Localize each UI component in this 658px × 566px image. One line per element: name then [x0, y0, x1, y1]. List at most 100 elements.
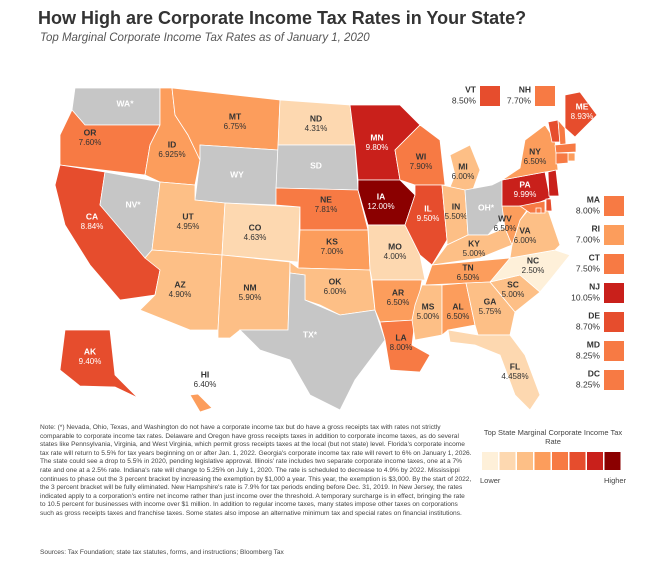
value-label: 7.00% — [321, 247, 344, 256]
state — [189, 393, 213, 413]
value-label: 7.81% — [315, 205, 338, 214]
state — [567, 152, 576, 162]
value-label: 4.90% — [169, 290, 192, 299]
state-label: ME — [576, 101, 589, 111]
state-label: OH* — [478, 202, 495, 212]
value-label: 12.00% — [367, 202, 394, 211]
state-swatch — [535, 86, 555, 106]
state-label: VA — [519, 225, 530, 235]
value-label: 5.00% — [463, 249, 486, 258]
legend-swatch — [534, 452, 551, 470]
state-label: AZ — [174, 279, 185, 289]
value-label: 6.50% — [494, 224, 517, 233]
state-label: OK — [329, 276, 343, 286]
value-label: 6.75% — [224, 122, 247, 131]
legend-swatch — [499, 452, 516, 470]
value-label: 7.60% — [79, 138, 102, 147]
state-swatch — [480, 86, 500, 106]
value-label: 8.70% — [576, 321, 601, 331]
state-label: NH — [519, 84, 531, 94]
value-label: 9.80% — [366, 143, 389, 152]
state-label: TX* — [303, 329, 318, 339]
value-label: 4.63% — [244, 233, 267, 242]
state-label: ID — [168, 139, 177, 149]
state — [564, 91, 598, 138]
state-label: KS — [326, 236, 338, 246]
value-label: 9.50% — [417, 214, 440, 223]
state-label: DE — [588, 310, 600, 320]
state-label: MS — [422, 301, 435, 311]
state-label: MA — [587, 194, 600, 204]
state-label: WA* — [117, 98, 135, 108]
value-label: 8.25% — [576, 350, 601, 360]
value-label: 6.50% — [524, 157, 547, 166]
state-label: OR — [84, 127, 97, 137]
value-label: 7.90% — [410, 162, 433, 171]
value-label: 6.00% — [324, 287, 347, 296]
value-label: 4.95% — [177, 222, 200, 231]
value-label: 7.00% — [576, 234, 601, 244]
state-swatch — [604, 196, 624, 216]
value-label: 8.84% — [81, 222, 104, 231]
state-label: NJ — [589, 281, 600, 291]
value-label: 8.93% — [571, 112, 594, 121]
state-label: UT — [182, 211, 194, 221]
state-label: SC — [507, 279, 519, 289]
state-label: MI — [458, 161, 467, 171]
value-label: 9.40% — [79, 357, 102, 366]
value-label: 4.31% — [305, 124, 328, 133]
value-label: 6.00% — [452, 172, 475, 181]
state-swatch — [604, 370, 624, 390]
state-label: NE — [320, 194, 332, 204]
source: Sources: Tax Foundation; state tax statu… — [40, 549, 284, 556]
state-label: CO — [249, 222, 262, 232]
value-label: 4.458% — [501, 372, 528, 381]
value-label: 4.00% — [384, 252, 407, 261]
state-label: PA — [519, 179, 530, 189]
value-label: 6.925% — [158, 150, 185, 159]
state-label: DC — [588, 368, 600, 378]
value-label: 6.50% — [387, 298, 410, 307]
state — [547, 169, 560, 197]
state-label: GA — [484, 296, 497, 306]
state-label: WY — [230, 169, 244, 179]
legend-low: Lower — [480, 476, 501, 485]
notes: Note: (*) Nevada, Ohio, Texas, and Washi… — [40, 424, 472, 517]
value-label: 9.99% — [514, 190, 537, 199]
state-label: IN — [452, 201, 461, 211]
state-label: NY — [529, 146, 541, 156]
state-label: SD — [310, 160, 322, 170]
state-label: IL — [424, 203, 432, 213]
state-label: MO — [388, 241, 402, 251]
state — [239, 272, 386, 411]
value-label: 8.25% — [576, 379, 601, 389]
state — [394, 124, 446, 186]
state-label: NM — [243, 282, 256, 292]
state-swatch — [604, 225, 624, 245]
legend-title: Top State Marginal Corporate Income Tax … — [483, 428, 623, 446]
state-label: MD — [587, 339, 600, 349]
value-label: 6.50% — [447, 312, 470, 321]
value-label: 7.50% — [576, 263, 601, 273]
legend-high: Higher — [604, 476, 627, 485]
value-label: 10.05% — [571, 292, 600, 302]
state-label: NC — [527, 255, 539, 265]
state — [545, 198, 553, 212]
state-label: IA — [377, 191, 386, 201]
value-label: 6.00% — [514, 236, 537, 245]
value-label: 5.75% — [479, 307, 502, 316]
value-label: 6.40% — [194, 380, 217, 389]
state-label: RI — [592, 223, 601, 233]
state-label: MT — [229, 111, 242, 121]
state-label: FL — [510, 361, 520, 371]
subtitle: Top Marginal Corporate Income Tax Rates … — [40, 32, 370, 44]
state-label: AL — [452, 301, 463, 311]
state — [535, 207, 542, 214]
state-label: TN — [462, 262, 473, 272]
value-label: 8.00% — [576, 205, 601, 215]
title: How High are Corporate Income Tax Rates … — [38, 8, 527, 28]
state-swatch — [604, 254, 624, 274]
legend-swatch — [604, 452, 621, 470]
legend-swatch — [587, 452, 603, 470]
